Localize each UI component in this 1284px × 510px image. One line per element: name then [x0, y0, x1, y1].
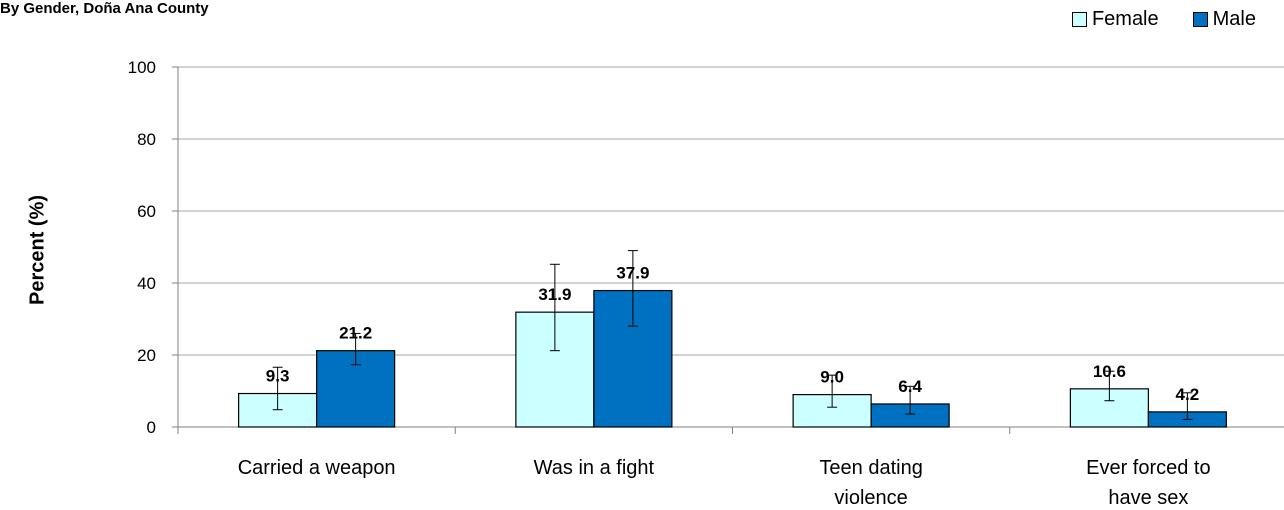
category-label: violence	[834, 487, 907, 509]
legend-swatch-male	[1192, 12, 1208, 27]
category-label: Was in a fight	[534, 457, 655, 479]
y-tick-label: 40	[137, 274, 156, 293]
legend-label-male: Male	[1212, 8, 1256, 30]
category-label: Ever forced to	[1086, 457, 1211, 479]
data-label: 4.2	[1176, 385, 1200, 404]
data-label: 37.9	[616, 264, 649, 283]
y-tick-label: 0	[147, 418, 156, 437]
legend-swatch-female	[1071, 12, 1087, 27]
y-tick-label: 100	[128, 58, 156, 77]
y-tick-label: 20	[137, 346, 156, 365]
data-label: 21.2	[339, 324, 372, 343]
legend: Female Male	[1038, 8, 1256, 31]
legend-label-female: Female	[1091, 8, 1159, 30]
data-label: 6.4	[898, 377, 922, 396]
chart-subtitle: By Gender, Doña Ana County	[0, 0, 209, 17]
category-label: Carried a weapon	[238, 457, 396, 479]
data-label: 9.0	[820, 368, 844, 387]
data-label: 31.9	[538, 285, 571, 304]
legend-item-male: Male	[1192, 8, 1256, 31]
data-label: 10.6	[1093, 362, 1126, 381]
data-label: 9.3	[266, 367, 290, 386]
category-label: Teen dating	[819, 457, 922, 479]
category-label: have sex	[1108, 487, 1188, 509]
legend-item-female: Female	[1071, 8, 1159, 31]
y-tick-label: 60	[137, 202, 156, 221]
y-tick-label: 80	[137, 130, 156, 149]
